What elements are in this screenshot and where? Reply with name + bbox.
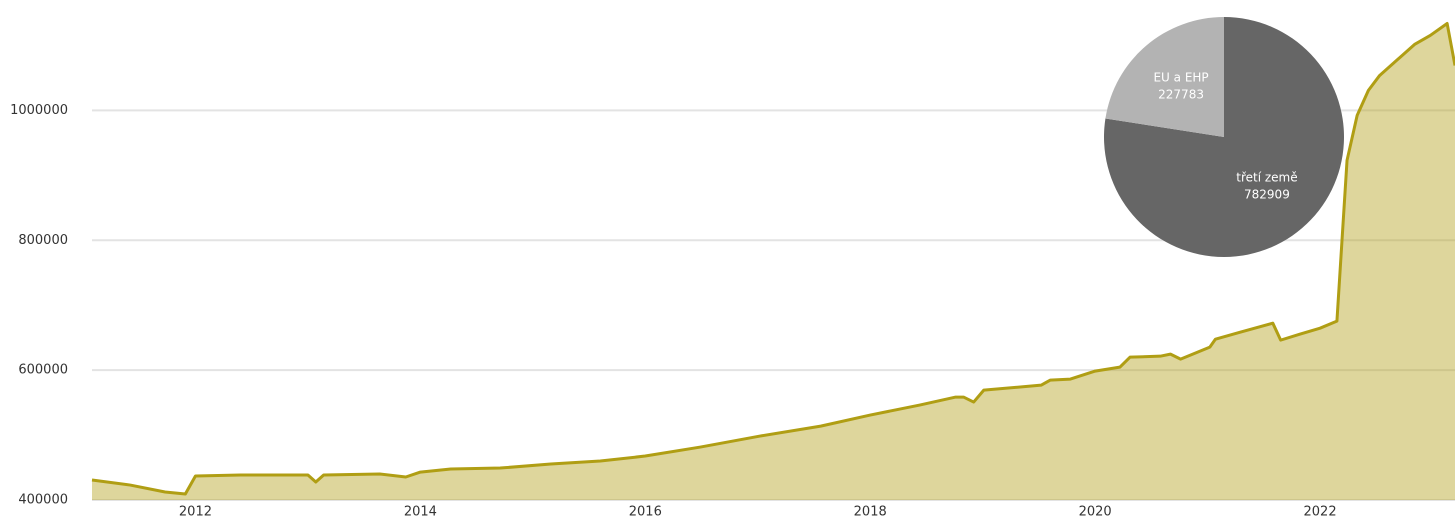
y-tick-label: 800000: [18, 233, 68, 248]
line: [91, 22, 1455, 496]
x-tick-label: 2016: [629, 505, 662, 520]
x-tick-label: 2022: [1304, 505, 1337, 520]
x-tick-label: 2014: [404, 505, 437, 520]
area: [92, 23, 1455, 500]
pie-slice: [1105, 17, 1224, 137]
pie-slice: [1104, 17, 1345, 257]
x-tick-label: 2018: [854, 505, 887, 520]
pie-value: 782909: [1244, 188, 1290, 202]
y-tick-label: 1000000: [10, 103, 68, 118]
y-tick-label: 400000: [18, 493, 68, 508]
y-tick-label: 600000: [18, 363, 68, 378]
pie-label: třetí země: [1236, 171, 1297, 185]
x-tick-label: 2020: [1079, 505, 1112, 520]
pie-value: 227783: [1158, 87, 1204, 101]
pie-label: EU a EHP: [1153, 70, 1208, 84]
x-tick-label: 2012: [179, 505, 212, 520]
